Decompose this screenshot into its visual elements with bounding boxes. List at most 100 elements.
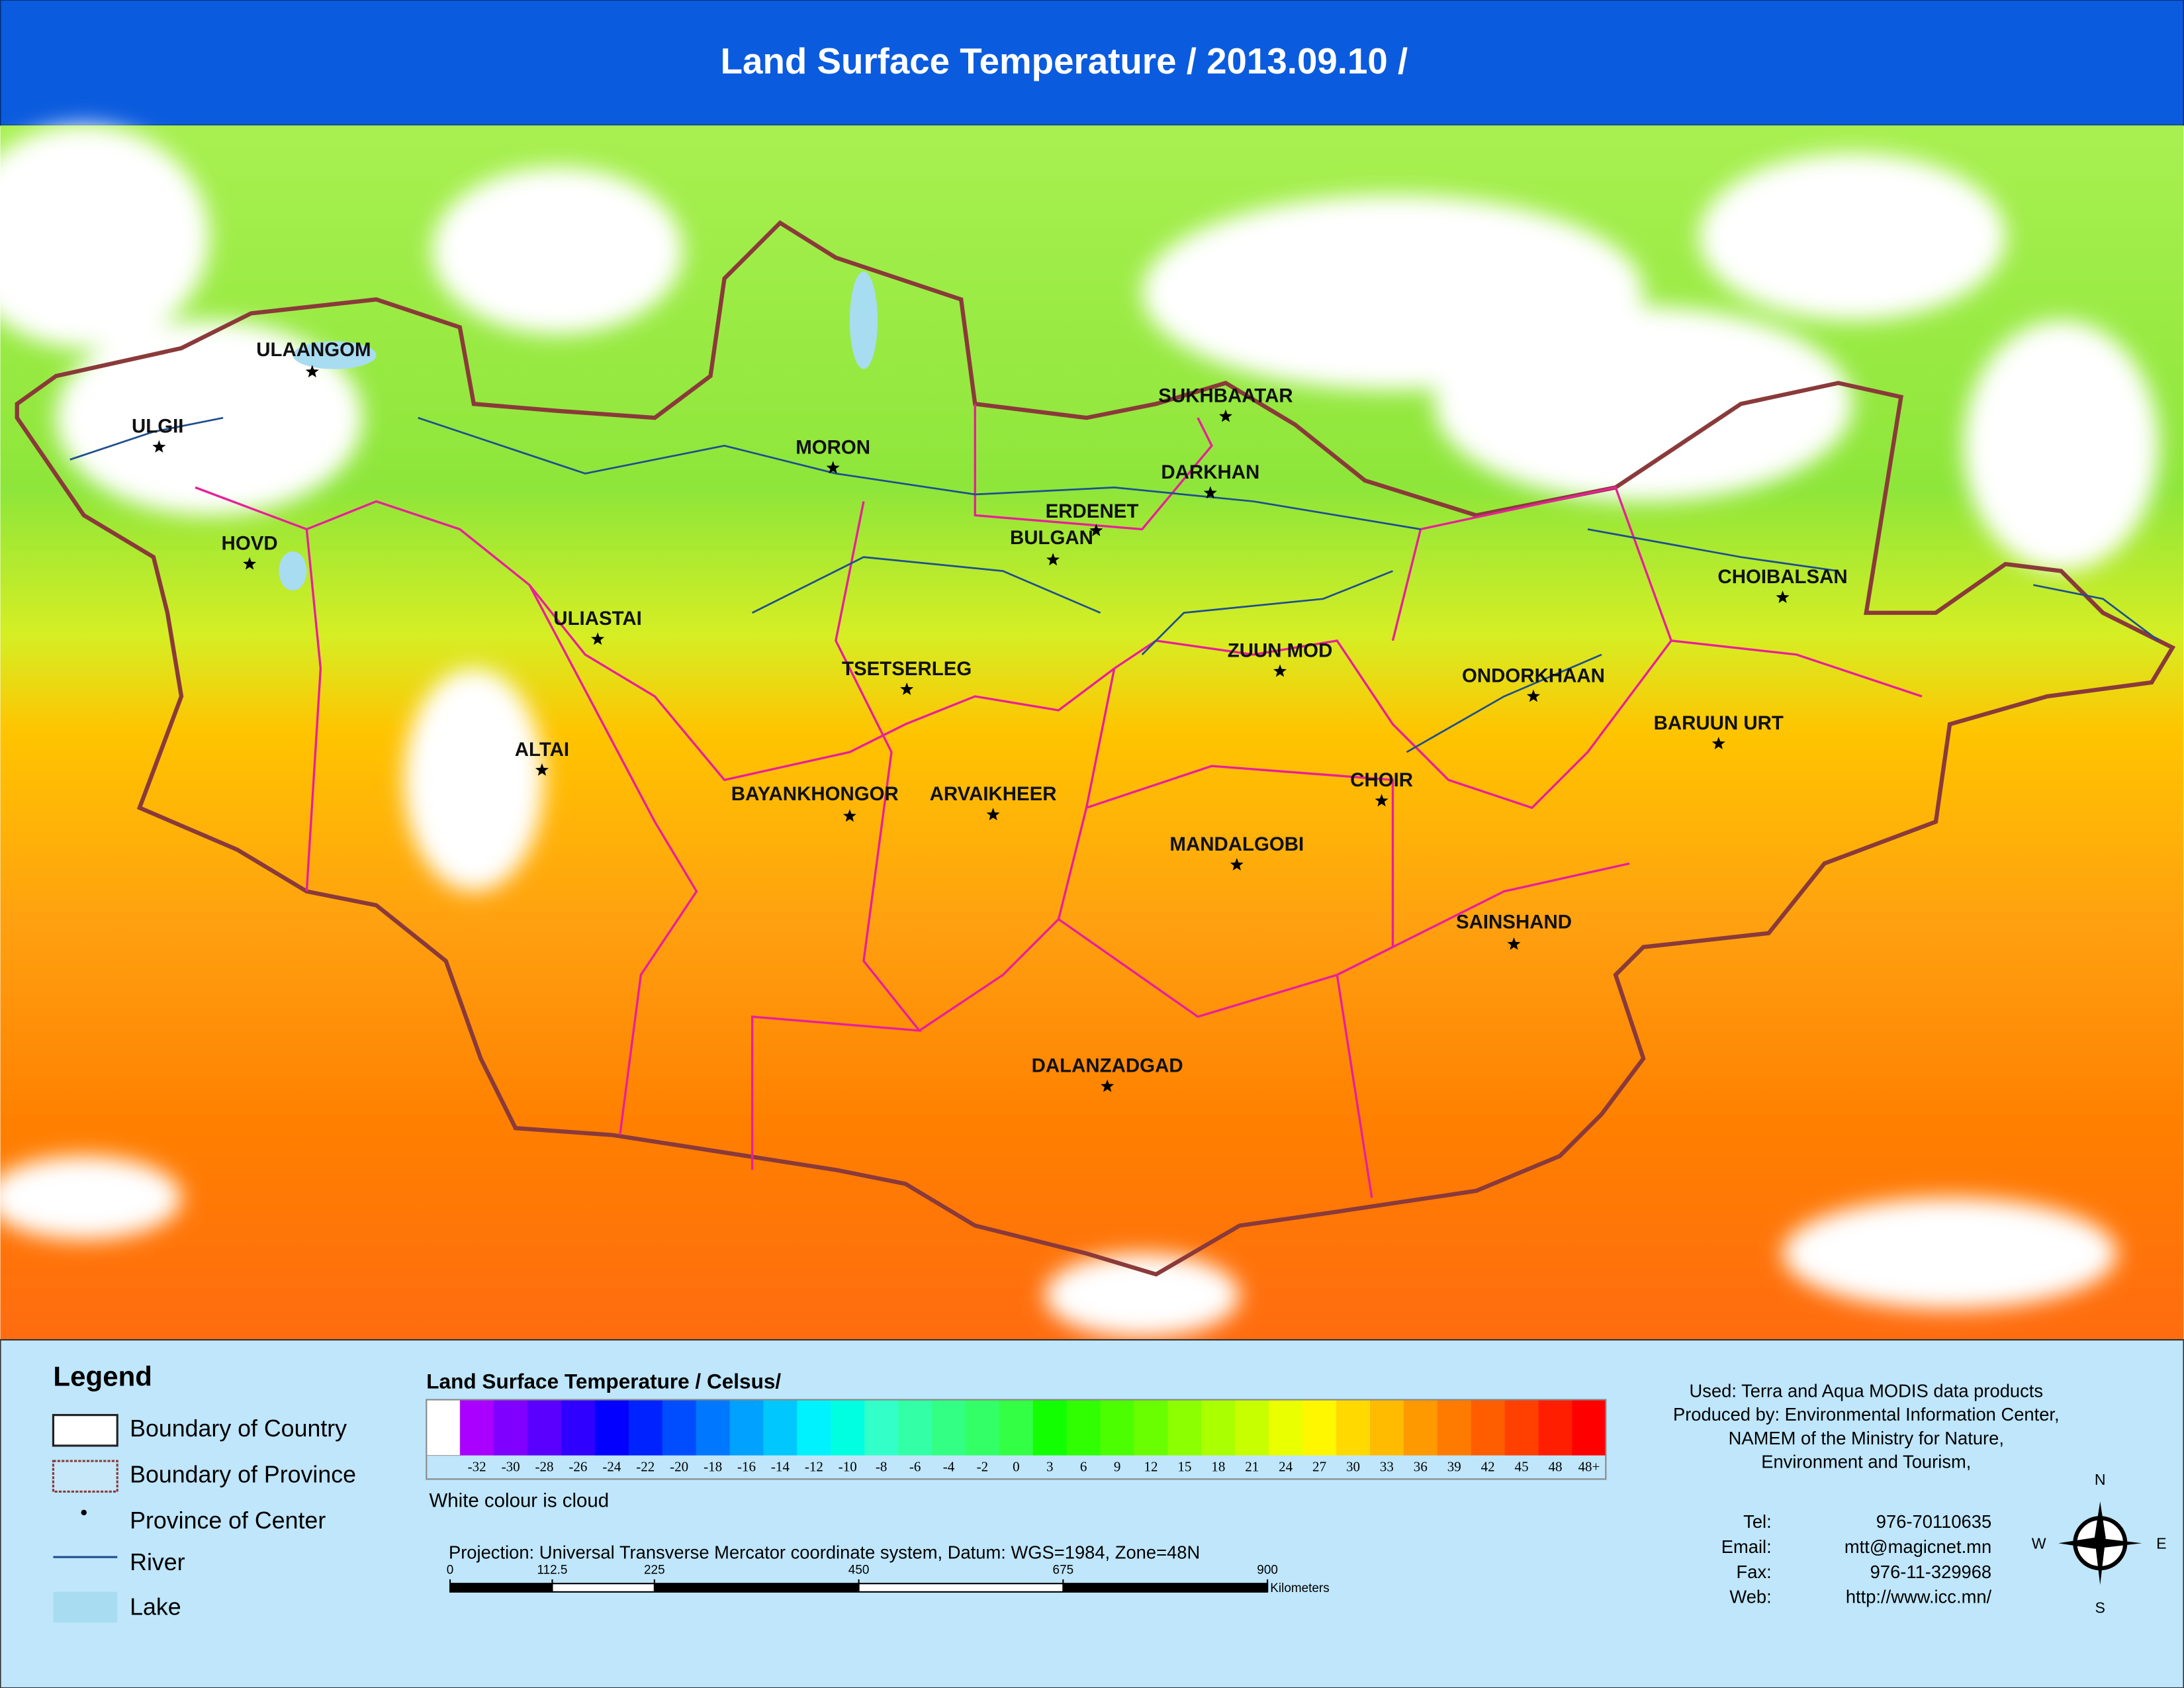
legend-label: Lake xyxy=(130,1594,181,1620)
scale-tick-label: 225 xyxy=(644,1563,665,1577)
color-cell xyxy=(1336,1399,1371,1456)
province-line xyxy=(751,501,922,1170)
compass-letter: E xyxy=(2156,1535,2166,1552)
place-marker xyxy=(1776,590,1790,604)
place-label: BAYANKHONGOR xyxy=(731,783,899,805)
place-label: CHOIR xyxy=(1350,769,1413,791)
scale-tick-label: 900 xyxy=(1257,1563,1278,1577)
color-cell xyxy=(1134,1399,1169,1456)
place-marker xyxy=(1101,1079,1115,1092)
color-cell xyxy=(1032,1399,1068,1456)
color-label: -2 xyxy=(977,1458,989,1474)
places: ULAANGOM ULGII HOVD MORON SUKHBAATAR DARKHAN E… xyxy=(132,339,1848,1092)
legend-title: Legend xyxy=(53,1360,152,1391)
color-cell xyxy=(1167,1399,1203,1456)
color-label: 15 xyxy=(1177,1458,1191,1474)
lakes xyxy=(279,271,878,591)
color-scale: -32 -30 -28 -26 -24 -22 -20 -18 -16 -14 -12 -10 -8 -6… xyxy=(426,1399,1607,1480)
color-cell xyxy=(729,1399,764,1456)
color-label: 42 xyxy=(1481,1458,1495,1474)
color-label: 24 xyxy=(1279,1458,1293,1474)
river xyxy=(752,556,1101,614)
scale-unit: Kilometers xyxy=(1270,1581,1329,1595)
color-label: -20 xyxy=(670,1458,688,1474)
color-cell xyxy=(696,1399,731,1456)
scale-tick-label: 112.5 xyxy=(537,1563,567,1577)
cloud xyxy=(1044,1253,1240,1337)
province-boundaries xyxy=(195,404,1923,1198)
rivers xyxy=(69,416,2160,753)
color-label: 33 xyxy=(1380,1458,1394,1474)
place-label: MANDALGOBI xyxy=(1169,833,1304,855)
color-label: 6 xyxy=(1080,1458,1087,1474)
river xyxy=(418,416,1421,530)
color-label: -12 xyxy=(805,1458,823,1474)
color-cell xyxy=(594,1399,629,1456)
color-cell xyxy=(831,1399,865,1456)
legend-swatch xyxy=(53,1591,118,1623)
place-marker xyxy=(152,440,166,453)
place-label: BULGAN xyxy=(1010,527,1093,549)
contact-value: 976-11-329968 xyxy=(1870,1562,1991,1582)
color-cell xyxy=(1471,1399,1506,1456)
color-label: 39 xyxy=(1447,1458,1461,1474)
place-marker xyxy=(1218,409,1233,422)
cloud xyxy=(1434,306,1852,502)
color-label: 30 xyxy=(1346,1458,1360,1474)
color-cell xyxy=(763,1399,798,1456)
color-label: 12 xyxy=(1144,1458,1158,1474)
color-cell xyxy=(1369,1399,1404,1456)
scale-bar-segment xyxy=(654,1583,859,1592)
projection: Projection: Universal Transverse Mercato… xyxy=(449,1542,1200,1562)
cloud xyxy=(56,320,363,516)
contact-label: Fax: xyxy=(1737,1562,1772,1582)
color-cell xyxy=(527,1399,562,1456)
place-label: TSETSERLEG xyxy=(842,658,972,680)
place-marker xyxy=(826,461,840,474)
place-marker xyxy=(900,682,914,695)
province-line xyxy=(1086,765,1394,1198)
lake xyxy=(279,551,307,591)
place-marker xyxy=(243,557,257,570)
color-cell xyxy=(898,1399,933,1456)
color-label: 48 xyxy=(1548,1458,1562,1474)
place-label: DARKHAN xyxy=(1161,461,1259,483)
place-label: ULAANGOM xyxy=(256,339,371,361)
cloud xyxy=(1782,1197,2117,1309)
province-line xyxy=(974,404,1213,531)
place-label: ULIASTAI xyxy=(553,608,642,630)
contact-value: 976-70110635 xyxy=(1876,1511,1991,1532)
color-cell xyxy=(1572,1399,1606,1456)
place-label: DALANZADGAD xyxy=(1032,1055,1183,1076)
cloud xyxy=(1699,153,2006,320)
color-label: -30 xyxy=(502,1458,520,1474)
color-scale-frame xyxy=(426,1399,1607,1480)
lake xyxy=(849,271,878,369)
place-label: ONDORKHAAN xyxy=(1462,665,1605,686)
place-marker xyxy=(590,632,605,645)
place-marker xyxy=(1507,937,1521,950)
color-cell xyxy=(999,1399,1034,1456)
color-label: -14 xyxy=(771,1458,790,1474)
compass-letter: W xyxy=(2032,1535,2046,1552)
color-label: -28 xyxy=(535,1458,554,1474)
scale-bar-segment xyxy=(450,1583,553,1592)
province-line xyxy=(528,584,698,1135)
scale-tick-label: 450 xyxy=(848,1563,870,1577)
credit-line: Environment and Tourism, xyxy=(1761,1452,1971,1472)
cloud xyxy=(432,167,683,334)
color-cell xyxy=(1403,1399,1438,1456)
scale-tick-label: 675 xyxy=(1053,1563,1074,1577)
place-marker xyxy=(1230,858,1244,870)
color-cell xyxy=(494,1399,528,1456)
place-marker xyxy=(1375,794,1388,807)
compass-letter: N xyxy=(2095,1471,2106,1488)
color-label: -18 xyxy=(704,1458,722,1474)
place-label: ARVAIKHEER xyxy=(930,783,1057,805)
place-label: BARUUN URT xyxy=(1654,712,1784,734)
province-line xyxy=(1058,862,1630,1018)
river xyxy=(69,416,224,461)
color-cell xyxy=(1437,1399,1472,1456)
scale-bar: 0 112.5 225 450 675 900 Kilometers xyxy=(447,1563,1330,1595)
country-boundary xyxy=(15,220,2176,1277)
